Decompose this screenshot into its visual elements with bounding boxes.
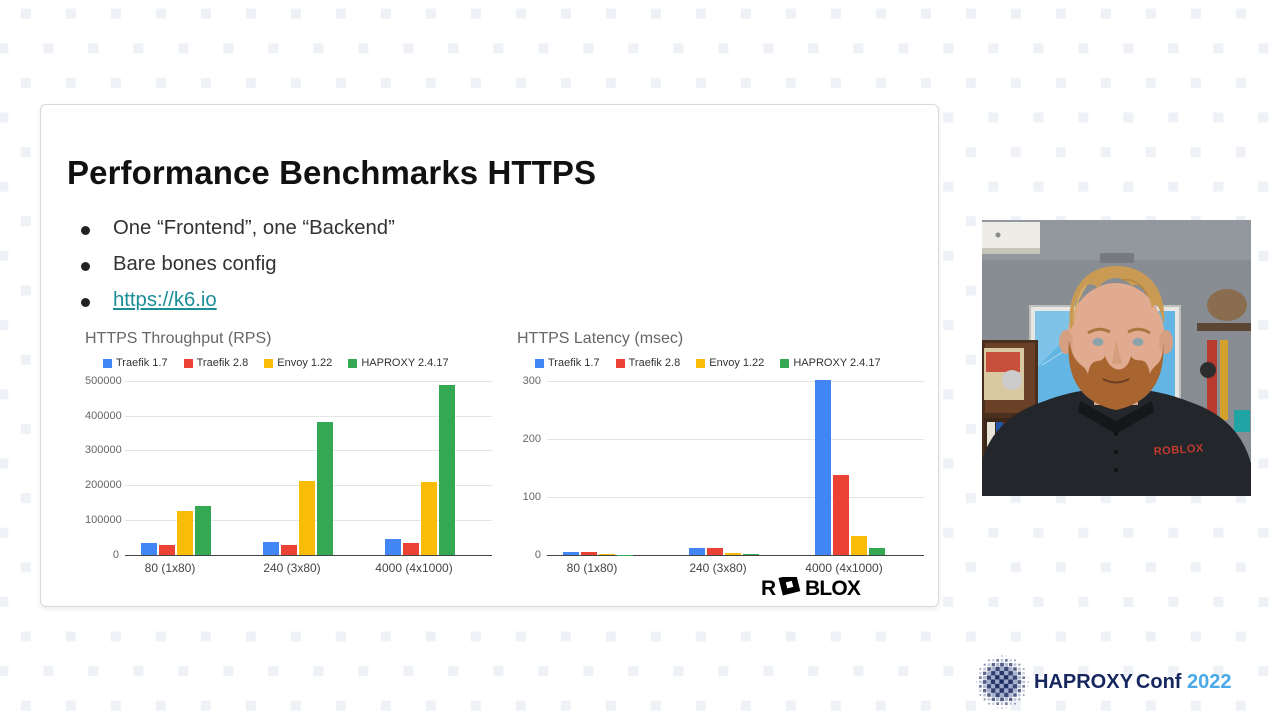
svg-text:BLOX: BLOX bbox=[805, 577, 861, 600]
svg-text:R: R bbox=[761, 577, 776, 600]
